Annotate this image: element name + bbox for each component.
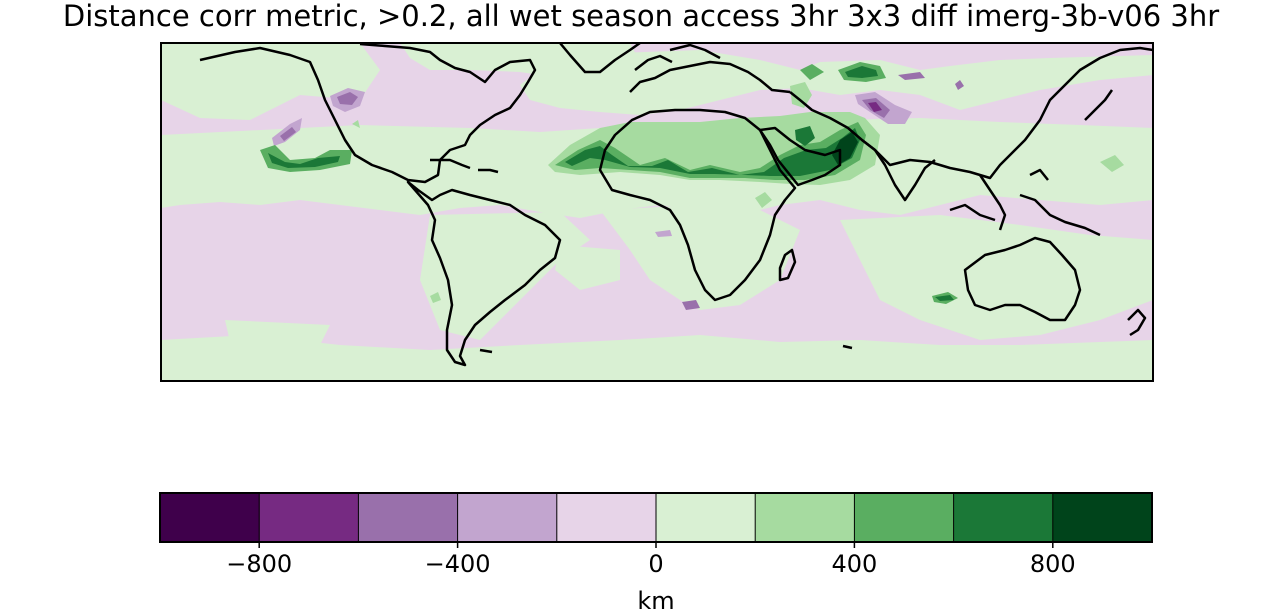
positive-anomaly-regions	[260, 62, 1124, 304]
figure-title: Distance corr metric, >0.2, all wet seas…	[0, 0, 1281, 38]
colorbar-tick-label: 400	[831, 550, 877, 578]
colorbar-tick-label: −800	[226, 550, 292, 578]
colorbar-swatch	[755, 493, 855, 542]
colorbar-tick-label: 0	[648, 550, 663, 578]
figure-title-text: Distance corr metric, >0.2, all wet seas…	[62, 0, 1220, 33]
colorbar-swatch	[556, 493, 656, 542]
negative-anomaly-regions	[272, 72, 964, 310]
colorbar-swatches	[160, 493, 1152, 542]
colorbar-swatch	[160, 493, 260, 542]
colorbar-ticks: −800 −400 0 400 800	[226, 542, 1076, 578]
colorbar-swatch	[656, 493, 756, 542]
map-plot	[160, 42, 1154, 382]
colorbar-tick-label: 800	[1030, 550, 1076, 578]
colorbar-label: km	[637, 587, 674, 611]
colorbar-swatch	[854, 493, 954, 542]
colorbar-tick-label: −400	[425, 550, 491, 578]
colorbar-swatch	[457, 493, 557, 542]
map-frame	[160, 42, 1154, 382]
colorbar-swatch	[953, 493, 1053, 542]
colorbar-swatch	[1052, 493, 1152, 542]
colorbar-swatch	[259, 493, 359, 542]
coastlines	[199, 43, 1153, 367]
positive-field-regions	[161, 43, 1153, 381]
colorbar-swatch	[358, 493, 458, 542]
